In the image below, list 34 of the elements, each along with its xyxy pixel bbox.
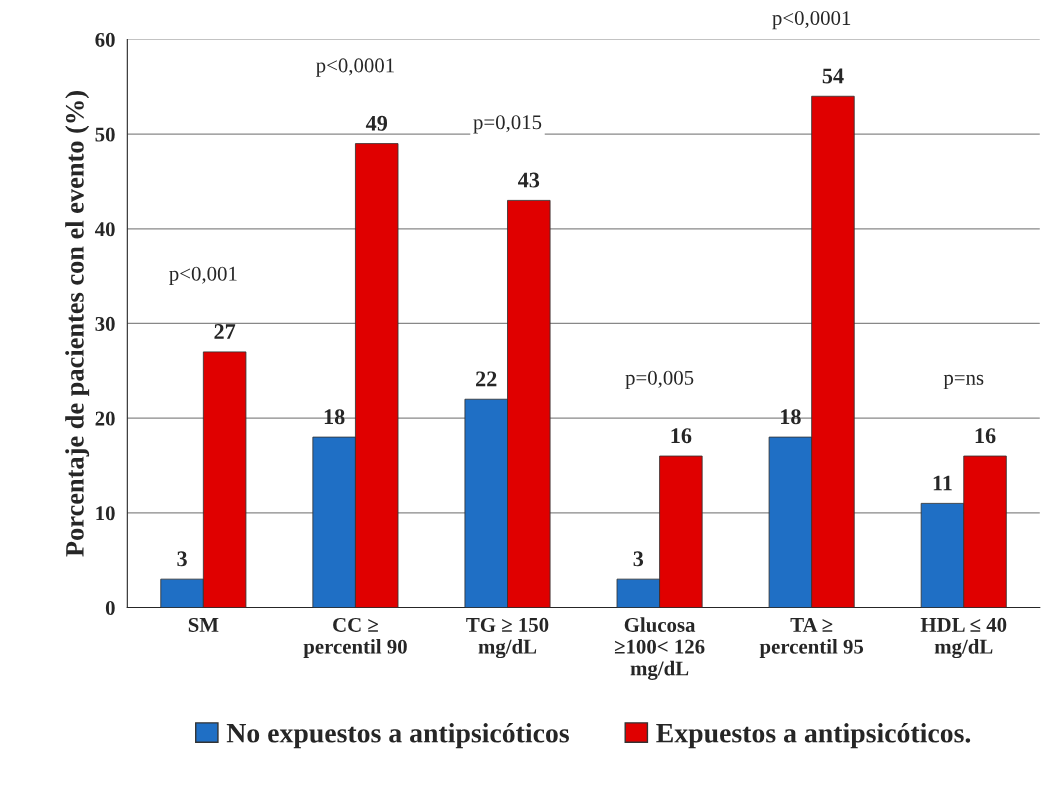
annotation: p=0,015 [473,115,542,134]
x-tick-label: CC ≥ percentil 90 [303,617,407,658]
y-tick-label: 40 [94,222,115,237]
legend-label: Expuestos a antipsicóticos. [656,723,971,749]
y-tick-label: 50 [95,127,115,142]
x-tick-label: TG ≥ 150 mg/dL [466,617,549,659]
annotation: p=0,005 [625,370,694,390]
x-tick-label: TA ≥ percentil 95 [759,617,864,658]
data-label: 11 [933,475,952,491]
legend-label: No expuestos a antipsicóticos [226,723,569,749]
annotation: p<0,001 [169,266,237,285]
data-label: 16 [975,428,996,444]
data-label: 22 [476,371,497,387]
x-tick-label: SM [188,617,219,632]
data-label: 3 [177,551,187,567]
y-tick-label: 10 [96,506,115,521]
y-tick-label: 30 [95,316,115,331]
data-label: 43 [518,172,540,188]
data-label: 49 [365,115,388,131]
text: p<0,0001 [772,11,851,30]
annotation: p<0,0001 [316,58,394,77]
data-label: 3 [633,551,644,567]
data-label: 18 [324,409,345,425]
x-tick-label: Glucosa ≥100< 126 mg/dL [614,617,705,680]
data-label: 18 [781,409,801,425]
x-tick-label: HDL ≤ 40 mg/dL [920,617,1007,659]
data-label: 54 [822,68,844,84]
data-label: 16 [671,428,692,444]
data-label: 27 [214,324,236,339]
y-axis-title: Porcentaje de pacientes con el evento (%) [65,91,90,557]
y-tick-label: 20 [95,411,115,426]
y-tick-label: 60 [95,32,115,47]
annotation: p=ns [943,374,984,390]
y-tick-label: 0 [105,600,115,615]
